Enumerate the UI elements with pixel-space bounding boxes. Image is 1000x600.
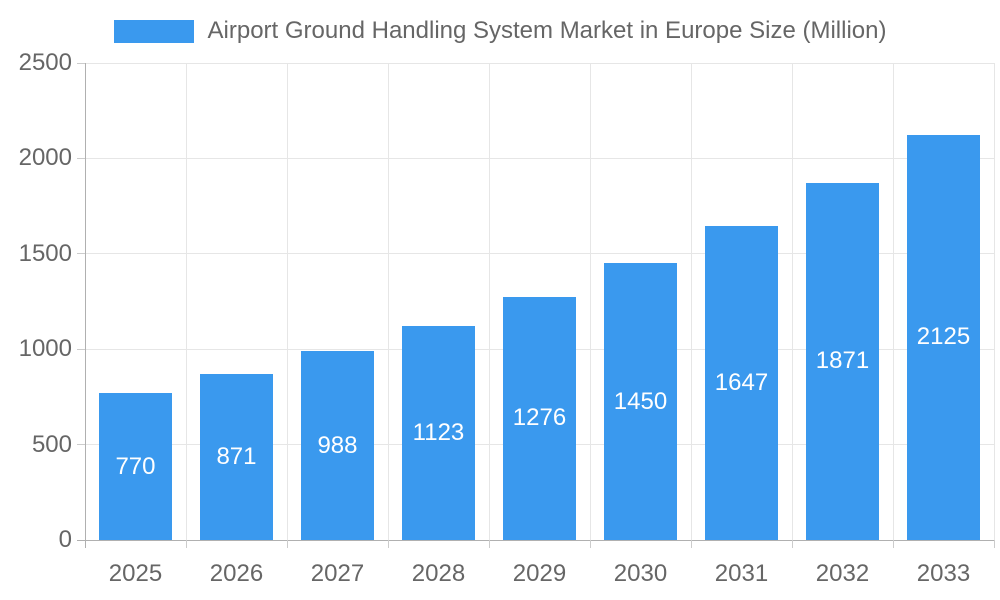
x-tick-label: 2026 — [209, 560, 264, 587]
v-gridline — [185, 63, 187, 540]
bar-2032[interactable]: 1871 — [806, 183, 879, 540]
v-gridline — [286, 63, 288, 540]
bar-2033[interactable]: 2125 — [907, 134, 980, 540]
x-tick-mark — [387, 540, 389, 548]
y-tick-label: 2500 — [18, 49, 72, 76]
x-tick-mark — [690, 540, 692, 548]
y-tick-label: 2000 — [18, 144, 72, 172]
bar-2030[interactable]: 1450 — [604, 263, 677, 540]
x-tick-label: 2030 — [613, 560, 668, 587]
bar-value-label: 1871 — [815, 347, 870, 375]
bar-2029[interactable]: 1276 — [503, 296, 576, 540]
bar-value-label: 770 — [115, 452, 156, 480]
v-gridline — [892, 63, 894, 540]
v-gridline — [387, 63, 389, 540]
y-tick-label: 1500 — [18, 239, 72, 267]
bar-2026[interactable]: 871 — [200, 373, 273, 540]
legend-label: Airport Ground Handling System Market in… — [207, 17, 887, 44]
y-tick-mark — [77, 253, 85, 255]
v-gridline — [589, 63, 591, 540]
legend-item[interactable]: Airport Ground Handling System Market in… — [113, 17, 887, 45]
bar-2025[interactable]: 770 — [99, 393, 172, 540]
x-tick-mark — [791, 540, 793, 548]
bar-value-label: 1647 — [714, 368, 769, 396]
x-tick-mark — [993, 540, 995, 548]
bar-value-label: 1123 — [412, 418, 465, 446]
x-tick-label: 2033 — [916, 560, 971, 587]
x-tick-label: 2031 — [714, 560, 769, 587]
y-tick-mark — [77, 444, 85, 446]
x-tick-mark — [286, 540, 288, 548]
x-tick-label: 2032 — [815, 560, 870, 587]
bar-2031[interactable]: 1647 — [705, 225, 778, 540]
v-gridline — [791, 63, 793, 540]
y-tick-label: 0 — [58, 526, 72, 553]
bar-value-label: 871 — [216, 442, 257, 470]
bar-value-label: 2125 — [916, 323, 971, 351]
bar-2027[interactable]: 988 — [301, 351, 374, 540]
legend-swatch — [113, 19, 194, 43]
x-tick-label: 2027 — [310, 560, 365, 587]
y-tick-mark — [77, 157, 85, 159]
x-tick-mark — [488, 540, 490, 548]
x-tick-mark — [84, 540, 86, 548]
v-gridline — [993, 63, 995, 540]
h-gridline — [85, 539, 994, 541]
bar-value-label: 1450 — [613, 387, 668, 415]
x-tick-label: 2028 — [411, 560, 466, 587]
x-tick-mark — [892, 540, 894, 548]
x-tick-label: 2029 — [512, 560, 567, 587]
bar-2028[interactable]: 1123 — [402, 325, 475, 540]
x-tick-mark — [589, 540, 591, 548]
v-gridline — [488, 63, 490, 540]
h-gridline — [85, 253, 994, 255]
h-gridline — [85, 157, 994, 159]
bar-value-label: 1276 — [512, 404, 567, 432]
x-tick-label: 2025 — [108, 560, 163, 587]
y-tick-mark — [77, 62, 85, 64]
v-gridline — [690, 63, 692, 540]
x-tick-mark — [185, 540, 187, 548]
y-tick-label: 500 — [31, 430, 72, 458]
h-gridline — [85, 62, 994, 64]
y-tick-label: 1000 — [18, 335, 72, 363]
bar-value-label: 988 — [317, 431, 358, 459]
y-tick-mark — [77, 348, 85, 350]
y-tick-mark — [77, 539, 85, 541]
legend: Airport Ground Handling System Market in… — [0, 17, 1000, 45]
v-gridline — [84, 63, 86, 540]
